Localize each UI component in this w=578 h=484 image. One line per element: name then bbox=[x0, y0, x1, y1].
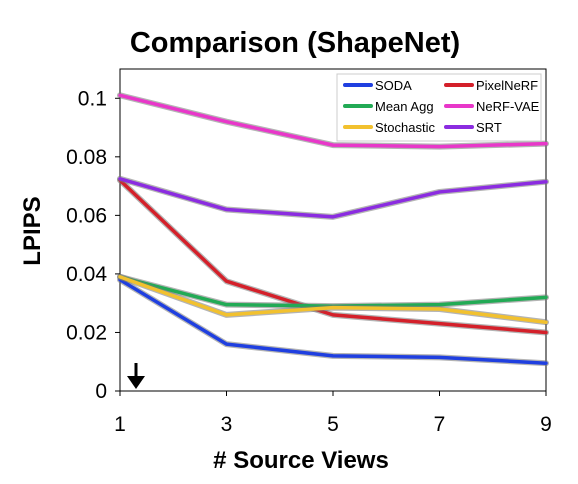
y-tick-label: 0.02 bbox=[66, 321, 107, 344]
chart-title: Comparison (ShapeNet) bbox=[130, 27, 460, 59]
x-tick-label: 1 bbox=[114, 413, 126, 436]
x-tick-label: 5 bbox=[327, 413, 339, 436]
x-axis-title: # Source Views bbox=[213, 447, 389, 474]
y-tick-label: 0.08 bbox=[66, 146, 107, 169]
series-line-soda bbox=[118, 278, 548, 365]
y-tick-label: 0.06 bbox=[66, 204, 107, 227]
legend-label-mean-agg: Mean Agg bbox=[375, 99, 434, 114]
y-axis-title: LPIPS bbox=[19, 196, 46, 265]
series-line-srt bbox=[118, 177, 548, 219]
legend-label-nerf-vae: NeRF-VAE bbox=[476, 99, 540, 114]
x-tick-label: 9 bbox=[540, 413, 552, 436]
y-tick-label: 0.1 bbox=[78, 87, 107, 110]
legend-label-soda: SODA bbox=[375, 78, 412, 93]
legend: SODA PixelNeRF Mean Agg NeRF-VAE Stochastic S… bbox=[336, 73, 542, 142]
series-line-pixelnerf bbox=[118, 178, 548, 335]
x-tick-label: 7 bbox=[434, 413, 446, 436]
series-lines bbox=[117, 92, 549, 367]
x-axis-ticks: 1 3 5 7 9 bbox=[114, 391, 552, 436]
legend-label-srt: SRT bbox=[476, 120, 502, 135]
legend-label-stochastic: Stochastic bbox=[375, 120, 435, 135]
series-line-stochastic bbox=[118, 275, 548, 324]
y-tick-label: 0.04 bbox=[66, 263, 107, 286]
x-tick-label: 3 bbox=[221, 413, 233, 436]
y-axis-ticks: 0 0.02 0.04 0.06 0.08 0.1 bbox=[66, 87, 120, 403]
y-tick-label: 0 bbox=[95, 380, 107, 403]
series-line-nerf-vae bbox=[118, 93, 548, 149]
down-arrow-icon bbox=[127, 363, 145, 389]
legend-label-pixelnerf: PixelNeRF bbox=[476, 78, 538, 93]
